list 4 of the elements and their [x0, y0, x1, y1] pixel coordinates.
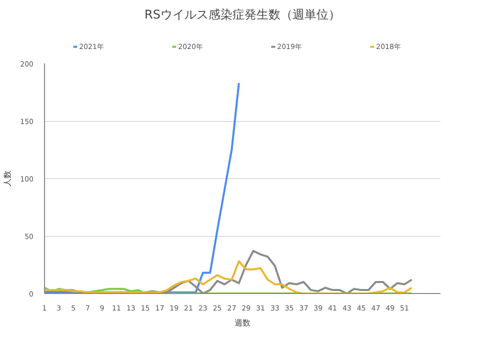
y-axis-title: 人数: [3, 170, 12, 186]
chart-title: RSウイルス感染症発生数（週単位）: [144, 8, 340, 22]
x-axis-title: 週数: [234, 318, 250, 328]
line-series: [44, 260, 413, 294]
